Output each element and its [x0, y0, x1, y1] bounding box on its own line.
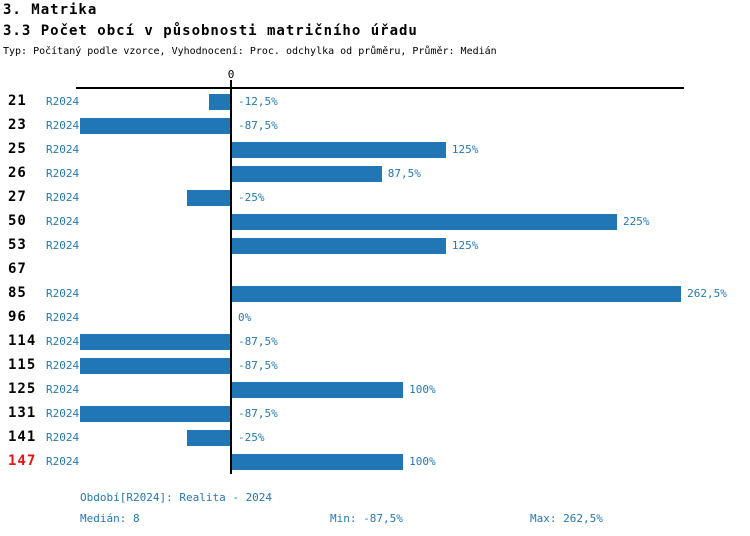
bar-value-label: 262,5%: [687, 286, 727, 300]
row-category-label: 85: [8, 285, 27, 301]
bar: [232, 381, 404, 398]
bar-value-label: 125%: [451, 238, 479, 252]
row-series-label: R2024: [46, 358, 80, 372]
bar: [187, 429, 230, 446]
bar-value-label: -87,5%: [238, 406, 278, 420]
bar-value-label: -25%: [238, 190, 265, 204]
bar-value-label: -87,5%: [238, 334, 278, 348]
row-series-label: R2024: [46, 238, 80, 252]
row-category-label: 67: [8, 261, 27, 277]
row-series-label: R2024: [46, 286, 80, 300]
bar-value-label: -87,5%: [238, 358, 278, 372]
bar: [80, 357, 230, 374]
bar: [208, 93, 230, 110]
row-category-label: 50: [8, 213, 27, 229]
row-series-label: R2024: [46, 190, 80, 204]
bar: [232, 453, 404, 470]
bar: [232, 165, 382, 182]
bar-value-label: 87,5%: [387, 166, 421, 180]
row-series-label: R2024: [46, 382, 80, 396]
bar-value-label: 125%: [451, 142, 479, 156]
row-category-label: 147: [8, 453, 37, 469]
row-category-label: 96: [8, 309, 27, 325]
row-category-label: 27: [8, 189, 27, 205]
row-series-label: R2024: [46, 334, 80, 348]
report-title: 3. Matrika: [3, 2, 98, 18]
bar-value-label: 0%: [238, 310, 252, 324]
bar-value-label: -12,5%: [238, 94, 278, 108]
row-series-label: R2024: [46, 310, 80, 324]
footer-median-label: Medián: 8: [80, 512, 140, 525]
row-series-label: R2024: [46, 94, 80, 108]
row-series-label: R2024: [46, 214, 80, 228]
footer-period-label: Období[R2024]: Realita - 2024: [80, 491, 273, 504]
row-category-label: 23: [8, 117, 27, 133]
row-category-label: 125: [8, 381, 37, 397]
bar: [80, 405, 230, 422]
bar-value-label: 100%: [409, 382, 436, 396]
bar: [232, 213, 617, 230]
row-category-label: 25: [8, 141, 27, 157]
row-series-label: R2024: [46, 118, 80, 132]
bar: [80, 333, 230, 350]
report-subtitle: 3.3 Počet obcí v působnosti matričního ú…: [3, 23, 418, 39]
bar-value-label: -87,5%: [238, 118, 278, 132]
bar: [187, 189, 230, 206]
row-category-label: 21: [8, 93, 27, 109]
zero-tick-label: 0: [227, 68, 235, 81]
row-category-label: 141: [8, 429, 37, 445]
footer-max-label: Max: 262,5%: [530, 512, 603, 525]
row-series-label: R2024: [46, 166, 80, 180]
row-series-label: R2024: [46, 406, 80, 420]
row-category-label: 26: [8, 165, 27, 181]
bar: [232, 237, 446, 254]
bar-chart: 0 21 R2024 -12,5% 23 R2024 -87,5% 25 R2024 125% 2…: [8, 68, 727, 474]
footer-min-label: Min: -87,5%: [330, 512, 403, 525]
row-series-label: R2024: [46, 430, 80, 444]
row-category-label: 114: [8, 333, 37, 349]
row-category-label: 53: [8, 237, 27, 253]
bar-value-label: 100%: [409, 454, 436, 468]
row-series-label: R2024: [46, 142, 80, 156]
x-axis-line: [76, 87, 684, 89]
bar: [80, 117, 230, 134]
bar: [232, 285, 682, 302]
report-meta-line: Typ: Počítaný podle vzorce, Vyhodnocení:…: [3, 46, 497, 57]
bar-value-label: 225%: [622, 214, 650, 228]
row-category-label: 131: [8, 405, 37, 421]
bar: [232, 141, 446, 158]
bar-value-label: -25%: [238, 430, 265, 444]
zero-axis-line: [230, 80, 232, 474]
row-series-label: R2024: [46, 454, 80, 468]
row-category-label: 115: [8, 357, 37, 373]
